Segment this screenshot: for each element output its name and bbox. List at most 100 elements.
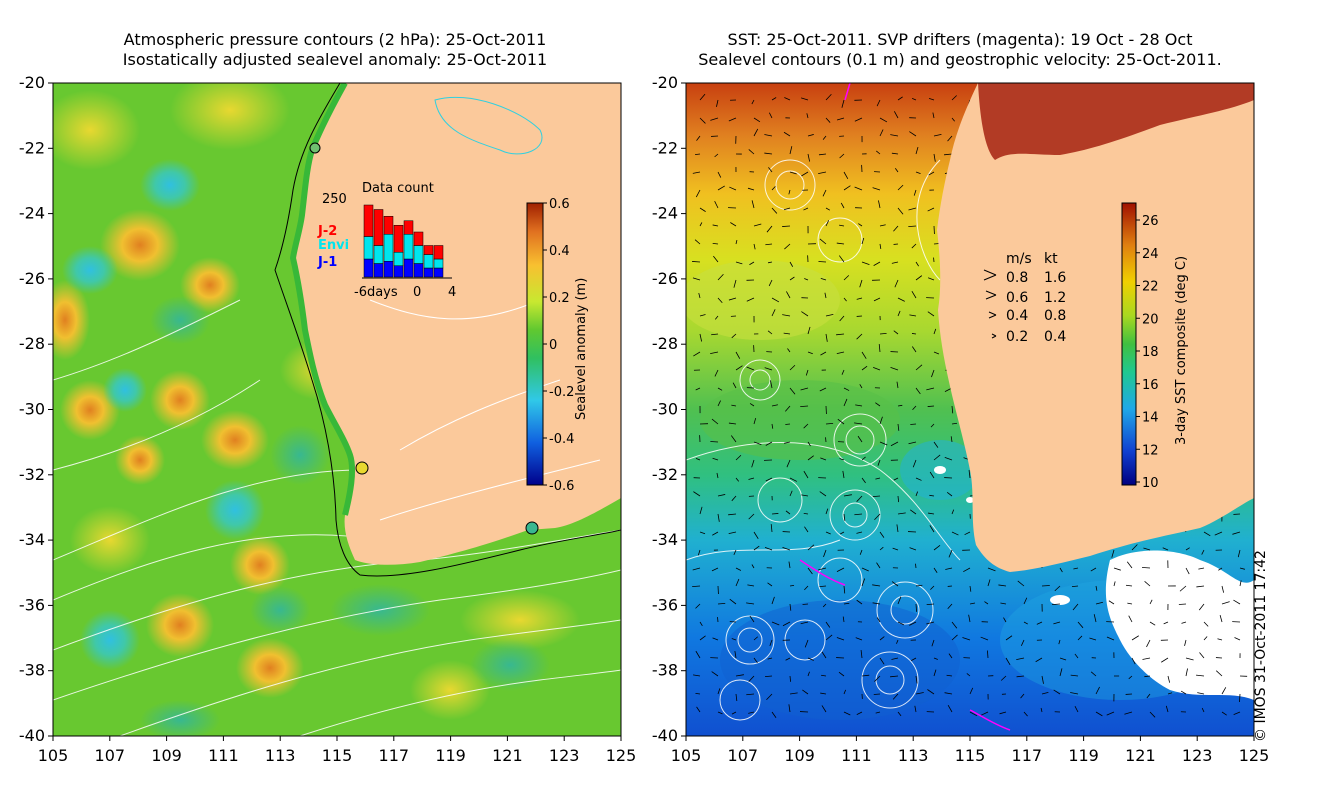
velocity-arrow	[766, 225, 773, 233]
velocity-arrow	[933, 657, 938, 660]
tide-gauge-marker[interactable]	[525, 521, 539, 535]
velocity-arrow	[1126, 561, 1133, 569]
velocity-arrow	[861, 237, 865, 245]
right-lon-axis: 105 107 109 111 113 115 117 119 121 123 125	[671, 736, 1269, 765]
velocity-arrow	[908, 207, 917, 211]
velocity-arrow	[699, 117, 706, 124]
tide-gauge-marker[interactable]	[309, 142, 321, 154]
inset-bar-segment	[403, 234, 414, 260]
velocity-arrow	[1016, 657, 1025, 661]
velocity-arrow	[782, 621, 791, 627]
velocity-arrow	[861, 578, 866, 587]
velocity-arrow	[1020, 693, 1025, 699]
velocity-arrow	[819, 585, 827, 587]
velocity-arrow	[694, 239, 701, 245]
inset-bar-segment	[393, 225, 404, 253]
velocity-arrow	[915, 491, 918, 497]
velocity-arrow	[801, 494, 809, 497]
velocity-arrow	[861, 365, 868, 371]
velocity-arrow	[770, 380, 773, 389]
velocity-arrow	[717, 513, 720, 522]
velocity-arrow	[879, 243, 882, 249]
velocity-arrow	[698, 292, 701, 299]
velocity-arrow	[1125, 584, 1133, 587]
velocity-arrow	[931, 369, 935, 378]
velocity-arrow	[839, 458, 845, 461]
lat-tick-label: -20	[652, 73, 678, 92]
velocity-arrow	[819, 238, 827, 245]
velocity-arrow	[748, 149, 755, 155]
right-title-line1: SST: 25-Oct-2011. SVP drifters (magenta)…	[727, 30, 1193, 49]
velocity-arrow	[1070, 674, 1079, 677]
tide-gauge-marker[interactable]	[355, 461, 369, 475]
velocity-arrow	[787, 348, 791, 353]
velocity-arrow	[753, 531, 759, 539]
velocity-arrow	[897, 207, 904, 215]
velocity-arrow	[841, 369, 845, 375]
colorbar-tick-label: 14	[1142, 411, 1159, 426]
velocity-arrow	[1059, 657, 1067, 661]
velocity-arrow	[710, 117, 719, 121]
velocity-arrow	[909, 547, 917, 551]
velocity-arrow	[764, 152, 773, 155]
velocity-arrow	[751, 200, 755, 209]
velocity-arrow	[843, 387, 850, 391]
velocity-arrow	[929, 471, 935, 479]
velocity-arrow	[879, 117, 888, 123]
velocity-arrow	[1162, 547, 1169, 551]
velocity-arrow	[804, 526, 809, 533]
velocity-arrow	[735, 693, 738, 702]
velocity-arrow	[933, 328, 937, 335]
velocity-arrow	[807, 544, 815, 551]
velocity-arrow	[932, 112, 935, 119]
velocity-arrow-glyph	[988, 311, 997, 319]
velocity-arrow	[820, 277, 827, 281]
velocity-arrow	[915, 171, 921, 174]
velocity-arrow	[716, 472, 719, 479]
velocity-arrow	[915, 563, 917, 569]
velocity-arrow	[771, 97, 777, 101]
velocity-arrow	[699, 531, 706, 535]
colorbar-tick-label: 18	[1142, 345, 1159, 360]
velocity-arrow	[818, 153, 827, 156]
velocity-arrow	[1023, 621, 1028, 625]
velocity-arrow	[891, 261, 899, 264]
velocity-arrow	[786, 459, 791, 468]
velocity-arrow	[753, 128, 759, 137]
colorbar-tick-label: 26	[1142, 214, 1159, 229]
velocity-arrow	[783, 441, 791, 444]
velocity-arrow	[807, 351, 813, 355]
velocity-arrow	[1149, 599, 1153, 605]
velocity-arrow	[890, 134, 899, 137]
velocity-arrow	[1198, 567, 1205, 570]
inset-bar-segment	[383, 216, 394, 235]
velocity-arrow	[879, 224, 886, 227]
velocity-arrow	[771, 297, 780, 303]
velocity-arrow	[891, 581, 899, 587]
colorbar-tick-label: 20	[1142, 312, 1159, 327]
velocity-arrow	[695, 387, 701, 391]
velocity-arrow	[692, 585, 701, 588]
velocity-arrow	[909, 131, 917, 137]
velocity-arrow	[944, 153, 953, 156]
lat-tick-label: -30	[19, 400, 45, 419]
velocity-arrow	[861, 456, 866, 461]
velocity-arrow	[872, 584, 881, 587]
velocity-arrow	[822, 603, 827, 608]
inset-bar-segment	[363, 258, 374, 278]
lat-tick-label: -26	[652, 269, 678, 288]
sealevel-anomaly-map[interactable]: -20 -22 -24 -26 -28 -30 -32 -34 -36 -38 -40 105 107…	[0, 0, 640, 800]
velocity-arrow	[771, 711, 777, 718]
velocity-arrow	[1095, 711, 1103, 717]
velocity-arrow	[818, 171, 827, 174]
velocity-arrow	[933, 567, 938, 573]
lat-tick-label: -40	[652, 726, 678, 745]
inset-bar-segment	[433, 267, 444, 278]
velocity-arrow	[822, 189, 827, 197]
sst-map[interactable]: -20 -22 -24 -26 -28 -30 -32 -34 -36 -38 -40 105 107…	[640, 0, 1280, 800]
sla-ocean-blobs	[53, 83, 580, 736]
velocity-arrow	[945, 567, 953, 570]
lon-tick-label: 111	[208, 746, 239, 765]
velocity-arrow	[1074, 653, 1079, 659]
velocity-arrow	[820, 351, 827, 356]
